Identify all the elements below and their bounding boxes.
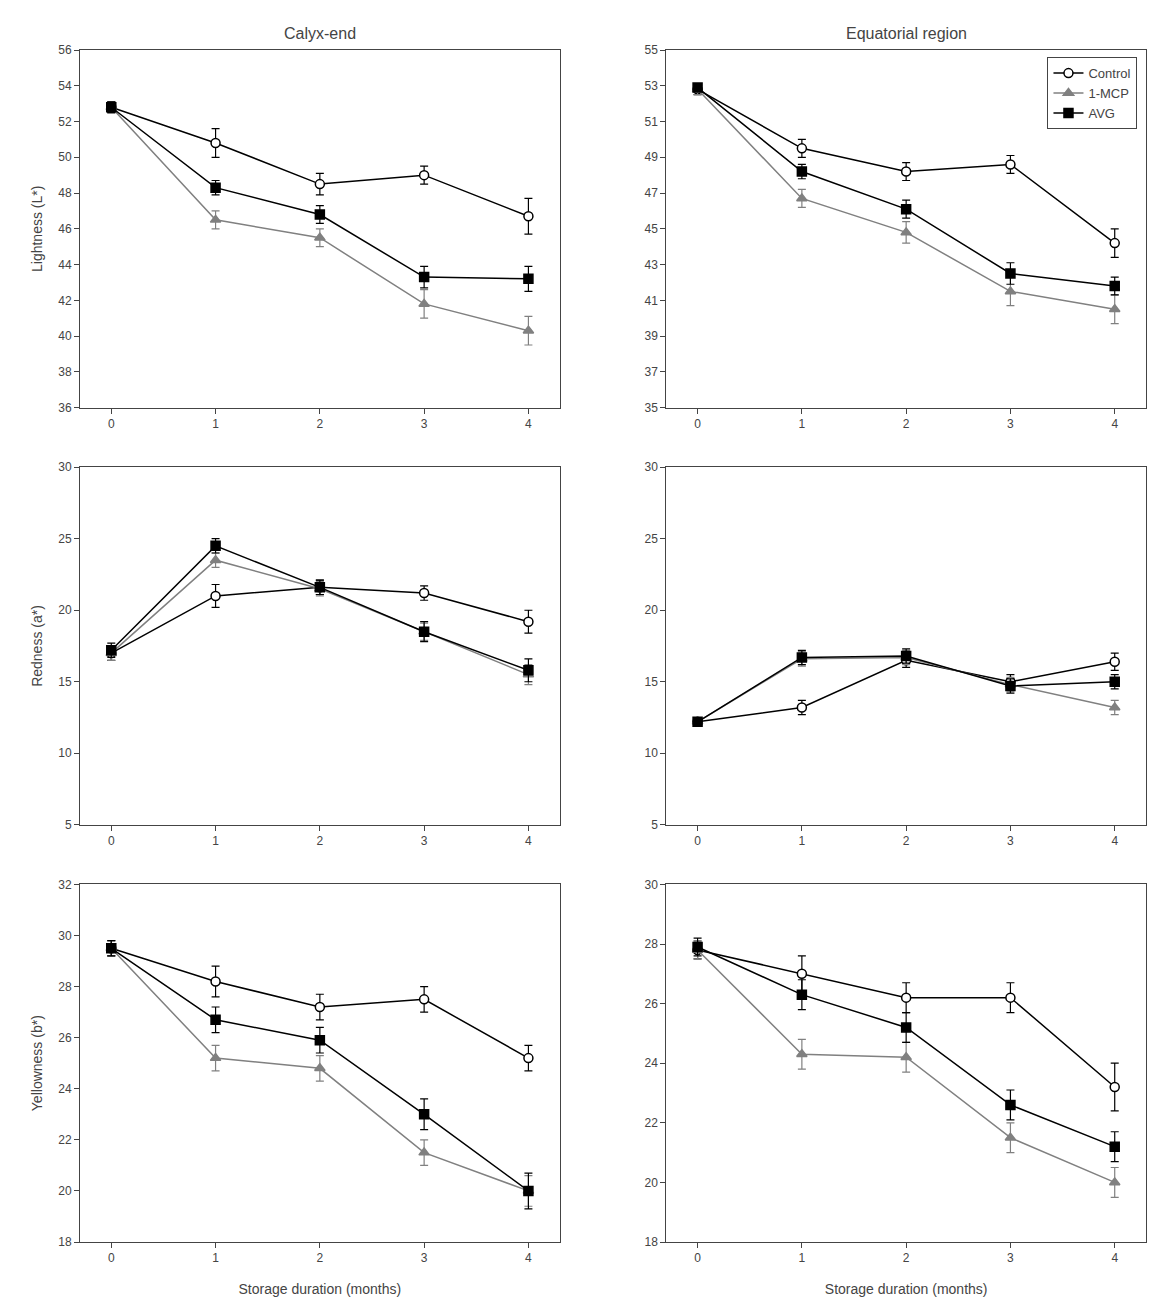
- svg-text:30: 30: [58, 460, 72, 474]
- svg-text:43: 43: [645, 258, 659, 272]
- svg-text:1: 1: [799, 834, 806, 848]
- svg-text:Equatorial region: Equatorial region: [846, 25, 967, 42]
- svg-text:2: 2: [317, 1251, 324, 1265]
- svg-text:4: 4: [1111, 417, 1118, 431]
- svg-text:30: 30: [58, 929, 72, 943]
- svg-text:24: 24: [645, 1056, 659, 1070]
- svg-text:0: 0: [108, 417, 115, 431]
- svg-text:5: 5: [651, 818, 658, 832]
- svg-text:20: 20: [58, 1184, 72, 1198]
- svg-text:1: 1: [212, 1251, 219, 1265]
- svg-text:37: 37: [645, 365, 659, 379]
- svg-text:4: 4: [1111, 1251, 1118, 1265]
- svg-text:46: 46: [58, 222, 72, 236]
- svg-text:44: 44: [58, 258, 72, 272]
- svg-text:36: 36: [58, 401, 72, 415]
- svg-text:18: 18: [645, 1235, 659, 1249]
- svg-text:4: 4: [1111, 834, 1118, 848]
- svg-text:25: 25: [58, 532, 72, 546]
- svg-text:3: 3: [1007, 834, 1014, 848]
- svg-text:20: 20: [58, 603, 72, 617]
- svg-text:20: 20: [645, 1176, 659, 1190]
- svg-text:48: 48: [58, 186, 72, 200]
- svg-text:15: 15: [58, 675, 72, 689]
- svg-text:22: 22: [58, 1133, 72, 1147]
- svg-text:50: 50: [58, 150, 72, 164]
- svg-text:Storage duration (months): Storage duration (months): [239, 1281, 402, 1297]
- svg-text:18: 18: [58, 1235, 72, 1249]
- svg-text:0: 0: [108, 834, 115, 848]
- svg-text:Lightness (L*): Lightness (L*): [29, 186, 45, 272]
- svg-text:3: 3: [1007, 1251, 1014, 1265]
- svg-text:1: 1: [212, 834, 219, 848]
- svg-text:25: 25: [645, 532, 659, 546]
- svg-text:22: 22: [645, 1116, 659, 1130]
- svg-text:52: 52: [58, 115, 72, 129]
- svg-text:5: 5: [65, 818, 72, 832]
- svg-text:3: 3: [1007, 417, 1014, 431]
- svg-text:AVG: AVG: [1088, 106, 1115, 121]
- svg-text:0: 0: [694, 834, 701, 848]
- svg-text:30: 30: [645, 460, 659, 474]
- svg-text:2: 2: [317, 417, 324, 431]
- svg-text:51: 51: [645, 115, 659, 129]
- svg-text:20: 20: [645, 603, 659, 617]
- svg-text:4: 4: [525, 417, 532, 431]
- svg-text:26: 26: [645, 997, 659, 1011]
- svg-text:10: 10: [58, 746, 72, 760]
- svg-text:56: 56: [58, 43, 72, 57]
- svg-text:0: 0: [694, 1251, 701, 1265]
- svg-text:1-MCP: 1-MCP: [1088, 86, 1128, 101]
- svg-text:28: 28: [58, 980, 72, 994]
- svg-text:54: 54: [58, 79, 72, 93]
- svg-text:0: 0: [694, 417, 701, 431]
- svg-text:40: 40: [58, 329, 72, 343]
- svg-text:41: 41: [645, 294, 659, 308]
- svg-text:2: 2: [903, 834, 910, 848]
- svg-text:30: 30: [645, 878, 659, 892]
- svg-text:Calyx-end: Calyx-end: [284, 25, 356, 42]
- svg-text:1: 1: [799, 1251, 806, 1265]
- svg-text:42: 42: [58, 294, 72, 308]
- svg-text:3: 3: [421, 834, 428, 848]
- svg-text:45: 45: [645, 222, 659, 236]
- svg-text:Yellowness (b*): Yellowness (b*): [29, 1015, 45, 1111]
- svg-text:3: 3: [421, 1251, 428, 1265]
- svg-text:2: 2: [317, 834, 324, 848]
- svg-text:55: 55: [645, 43, 659, 57]
- svg-text:Redness (a*): Redness (a*): [29, 605, 45, 687]
- svg-text:38: 38: [58, 365, 72, 379]
- svg-text:24: 24: [58, 1082, 72, 1096]
- svg-text:2: 2: [903, 417, 910, 431]
- svg-text:3: 3: [421, 417, 428, 431]
- svg-text:4: 4: [525, 1251, 532, 1265]
- svg-text:49: 49: [645, 150, 659, 164]
- svg-text:28: 28: [645, 937, 659, 951]
- svg-text:0: 0: [108, 1251, 115, 1265]
- svg-text:15: 15: [645, 675, 659, 689]
- svg-text:Storage duration (months): Storage duration (months): [825, 1281, 988, 1297]
- svg-text:47: 47: [645, 186, 659, 200]
- svg-text:35: 35: [645, 401, 659, 415]
- svg-text:39: 39: [645, 329, 659, 343]
- svg-text:26: 26: [58, 1031, 72, 1045]
- svg-text:2: 2: [903, 1251, 910, 1265]
- svg-text:10: 10: [645, 746, 659, 760]
- svg-text:Control: Control: [1088, 66, 1130, 81]
- svg-text:32: 32: [58, 878, 72, 892]
- svg-text:53: 53: [645, 79, 659, 93]
- svg-text:1: 1: [212, 417, 219, 431]
- svg-text:4: 4: [525, 834, 532, 848]
- svg-text:1: 1: [799, 417, 806, 431]
